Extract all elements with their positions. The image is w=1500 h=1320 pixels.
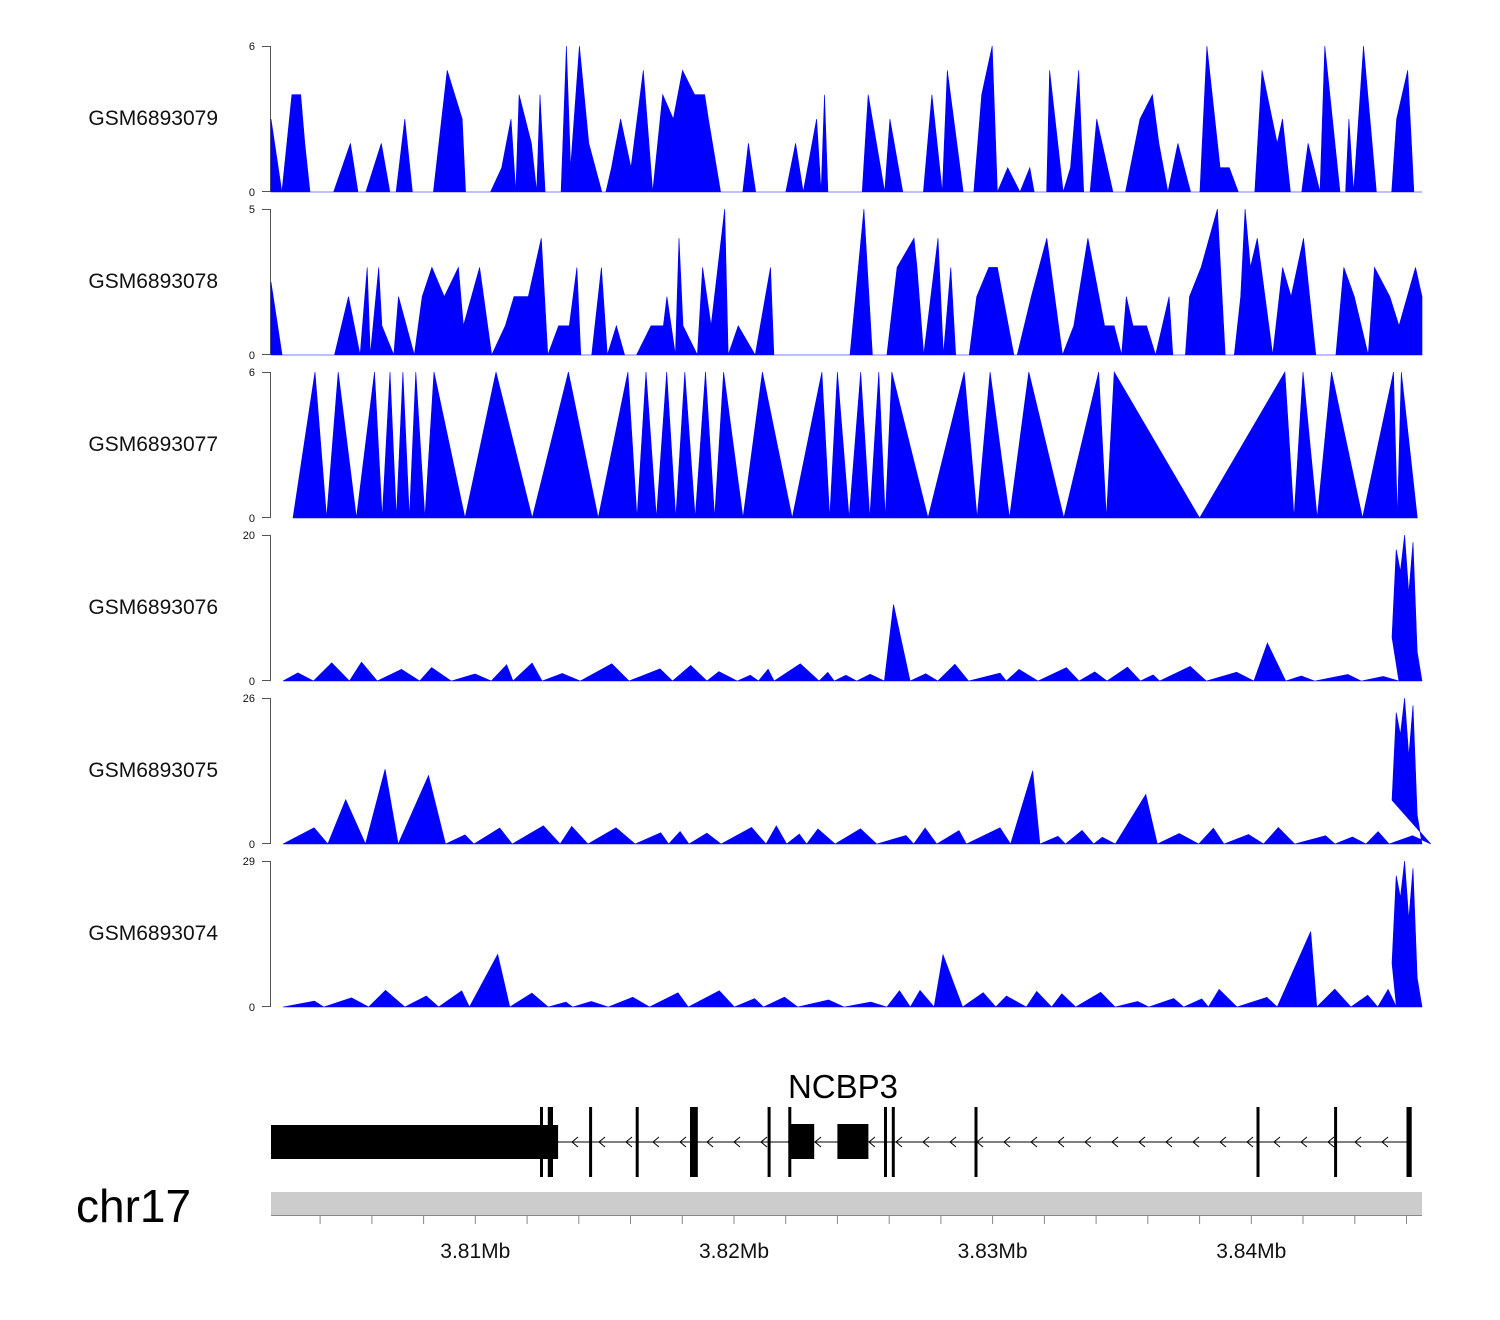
track-label: GSM6893075 — [88, 759, 218, 782]
track-label: GSM6893078 — [88, 270, 218, 293]
strand-arrow — [706, 1136, 714, 1148]
x-tick-label: 3.82Mb — [699, 1240, 769, 1263]
track-GSM6893076: GSM6893076 20 0 — [88, 530, 1423, 688]
track-GSM6893079: GSM6893079 6 0 — [88, 41, 1422, 199]
strand-arrow — [1192, 1136, 1200, 1148]
y-tick-label-max: 6 — [249, 367, 255, 379]
exon-block — [837, 1124, 869, 1159]
y-tick-label-min: 0 — [249, 513, 255, 525]
chromosome-ideogram — [271, 1192, 1422, 1215]
genome-axis: chr17 3.81Mb 3.82Mb 3.83Mb 3.84Mb — [76, 1180, 1422, 1263]
strand-arrow — [814, 1136, 822, 1148]
coverage-area — [282, 534, 1423, 682]
strand-arrow — [895, 1136, 903, 1148]
strand-arrow — [1273, 1136, 1281, 1148]
strand-arrow — [1354, 1136, 1362, 1148]
y-tick-label-min: 0 — [249, 187, 255, 199]
track-GSM6893074: GSM6893074 29 0 — [88, 856, 1423, 1014]
strand-arrow — [679, 1136, 687, 1148]
track-label: GSM6893079 — [88, 107, 218, 130]
strand-arrow — [760, 1136, 768, 1148]
y-tick-label-max: 5 — [249, 204, 255, 216]
strand-arrow — [1057, 1136, 1065, 1148]
strand-arrow — [1327, 1136, 1335, 1148]
exon-block — [540, 1107, 543, 1177]
exon-block — [1406, 1107, 1412, 1177]
strand-arrow — [1246, 1136, 1254, 1148]
track-GSM6893077: GSM6893077 6 0 — [88, 367, 1418, 525]
gene-model-track: NCBP3 — [271, 1068, 1412, 1177]
strand-arrow — [652, 1136, 660, 1148]
x-tick-label: 3.83Mb — [958, 1240, 1028, 1263]
exon-block — [690, 1107, 698, 1177]
y-tick-label-max: 20 — [243, 530, 255, 542]
y-tick-label-max: 26 — [243, 693, 255, 705]
strand-arrow — [1084, 1136, 1092, 1148]
exon-block — [891, 1107, 895, 1177]
exon-block — [767, 1107, 771, 1177]
strand-arrow — [1030, 1136, 1038, 1148]
y-tick-label-min: 0 — [249, 350, 255, 362]
strand-arrow — [1381, 1136, 1389, 1148]
track-GSM6893078: GSM6893078 5 0 — [88, 204, 1423, 362]
strand-arrow — [1300, 1136, 1308, 1148]
strand-arrow — [922, 1136, 930, 1148]
exon-block — [1334, 1107, 1338, 1177]
gene-label: NCBP3 — [788, 1068, 898, 1105]
coverage-area — [282, 697, 1432, 846]
coverage-area — [270, 208, 1423, 357]
strand-arrow — [1003, 1136, 1011, 1148]
exon-block — [589, 1107, 593, 1177]
strand-arrow — [1165, 1136, 1173, 1148]
strand-arrow — [868, 1136, 876, 1148]
track-label: GSM6893076 — [88, 596, 218, 619]
strand-arrow — [1219, 1136, 1227, 1148]
coverage-area — [292, 370, 1418, 519]
y-tick-label-max: 29 — [243, 856, 255, 868]
strand-arrow — [733, 1136, 741, 1148]
exon-block — [1256, 1107, 1260, 1177]
strand-arrow — [1138, 1136, 1146, 1148]
track-GSM6893075: GSM6893075 26 0 — [88, 693, 1432, 851]
exon-block — [271, 1125, 559, 1159]
coverage-area — [282, 860, 1423, 1008]
y-tick-label-min: 0 — [249, 1002, 255, 1014]
y-tick-label-max: 6 — [249, 41, 255, 53]
exon-block — [974, 1107, 978, 1177]
track-label: GSM6893074 — [88, 922, 218, 945]
exon-block — [790, 1124, 815, 1159]
x-tick-label: 3.81Mb — [440, 1240, 510, 1263]
strand-arrow — [949, 1136, 957, 1148]
exon-block — [547, 1107, 553, 1177]
strand-arrow — [625, 1136, 633, 1148]
strand-arrow — [1111, 1136, 1119, 1148]
strand-arrow — [571, 1136, 579, 1148]
coverage-area — [270, 45, 1422, 193]
coverage-tracks: GSM689307960GSM689307850GSM689307760GSM6… — [88, 41, 1432, 1014]
exon-block — [788, 1107, 792, 1177]
strand-arrow — [598, 1136, 606, 1148]
y-tick-label-min: 0 — [249, 676, 255, 688]
y-tick-label-min: 0 — [249, 839, 255, 851]
exon-block — [635, 1107, 639, 1177]
chromosome-label: chr17 — [76, 1180, 191, 1232]
x-tick-label: 3.84Mb — [1216, 1240, 1286, 1263]
exon-block — [884, 1107, 887, 1177]
track-label: GSM6893077 — [88, 433, 218, 456]
